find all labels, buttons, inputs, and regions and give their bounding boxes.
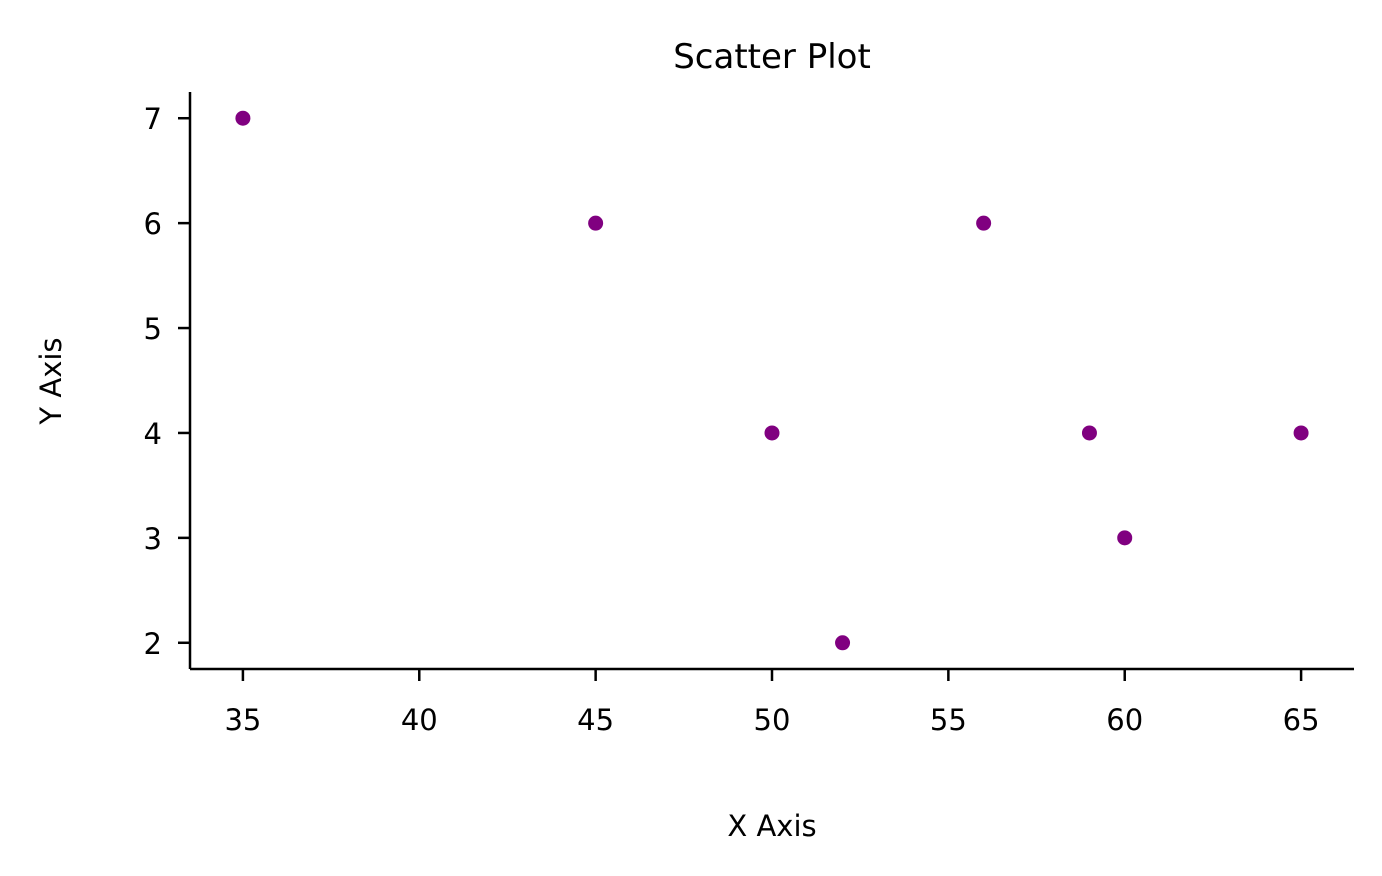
- y-tick-label: 4: [144, 417, 162, 451]
- x-tick-label: 35: [224, 703, 261, 737]
- x-tick-label: 45: [577, 703, 614, 737]
- scatter-point: [1293, 425, 1309, 441]
- y-axis-label: Y Axis: [34, 337, 68, 425]
- scatter-point: [976, 215, 992, 231]
- x-axis-label: X Axis: [727, 809, 816, 843]
- scatter-point: [1081, 425, 1097, 441]
- scatter-point: [588, 215, 604, 231]
- y-tick-label: 5: [144, 312, 162, 346]
- x-tick-label: 40: [401, 703, 438, 737]
- y-tick-label: 7: [144, 102, 162, 136]
- x-tick-label: 50: [754, 703, 791, 737]
- x-tick-label: 60: [1106, 703, 1143, 737]
- x-axis-ticks: 35 40 45 50 55 60 65: [224, 669, 1320, 737]
- scatter-point: [1117, 530, 1133, 546]
- y-tick-label: 3: [144, 522, 162, 556]
- y-tick-label: 2: [144, 627, 162, 661]
- scatter-point: [235, 110, 251, 126]
- scatter-point: [835, 635, 851, 651]
- x-tick-label: 55: [930, 703, 967, 737]
- x-tick-label: 65: [1283, 703, 1320, 737]
- y-tick-label: 6: [144, 207, 162, 241]
- scatter-point: [764, 425, 780, 441]
- scatter-points: [235, 110, 1309, 651]
- chart-title: Scatter Plot: [673, 37, 871, 77]
- y-axis-ticks: 2 3 4 5 6 7: [144, 102, 190, 661]
